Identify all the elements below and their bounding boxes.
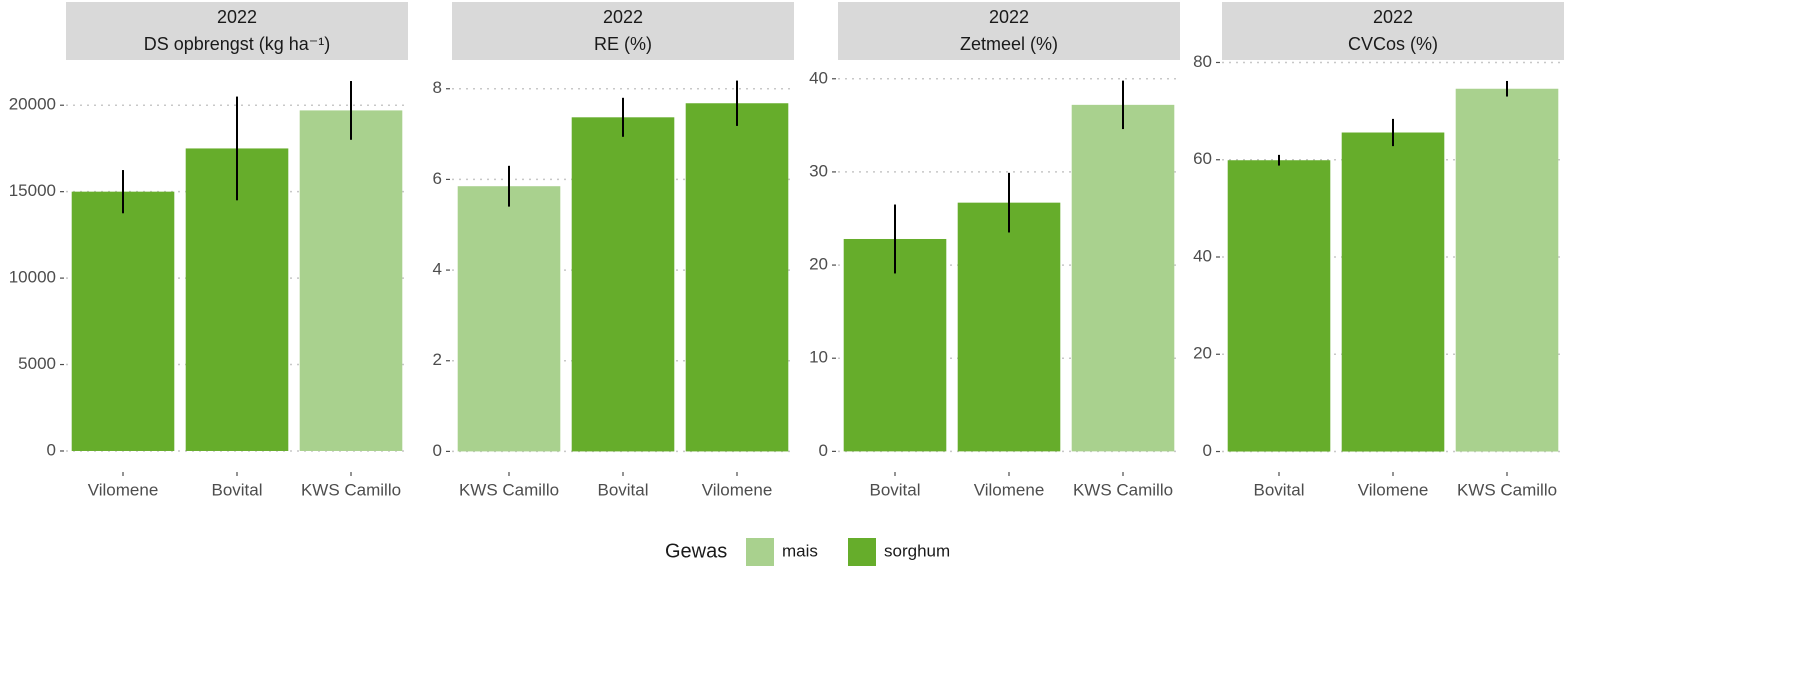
y-tick-label: 0 <box>1203 441 1212 460</box>
y-tick-label: 6 <box>433 169 442 188</box>
bar <box>685 103 789 452</box>
strip-subtitle: DS opbrengst (kg ha⁻¹) <box>144 34 331 54</box>
strip: 2022 DS opbrengst (kg ha⁻¹) <box>66 2 408 60</box>
y-tick-label: 0 <box>819 441 828 460</box>
y-tick-label: 20 <box>1193 344 1212 363</box>
x-tick-label: KWS Camillo <box>459 480 559 499</box>
y-tick-label: 2 <box>433 350 442 369</box>
legend-swatch <box>848 538 876 566</box>
strip: 2022 CVCos (%) <box>1222 2 1564 60</box>
x-tick-label: Vilomene <box>702 480 773 499</box>
y-tick-label: 15000 <box>9 181 56 200</box>
legend-swatch <box>746 538 774 566</box>
panel: 2022 RE (%) 0 2 4 6 8 KWS Camillo Bovital Vilomen… <box>433 2 794 499</box>
y-tick-label: 40 <box>809 68 828 87</box>
y-tick-label: 80 <box>1193 52 1212 71</box>
x-tick-label: KWS Camillo <box>301 480 401 499</box>
strip-title: 2022 <box>989 7 1029 27</box>
strip-title: 2022 <box>1373 7 1413 27</box>
strip-subtitle: CVCos (%) <box>1348 34 1438 54</box>
strip-title: 2022 <box>603 7 643 27</box>
y-tick-label: 0 <box>433 441 442 460</box>
bar <box>1341 132 1445 452</box>
strip-subtitle: RE (%) <box>594 34 652 54</box>
bar <box>843 238 947 452</box>
x-tick-label: KWS Camillo <box>1457 480 1557 499</box>
y-tick-label: 20000 <box>9 95 56 114</box>
x-tick-label: Vilomene <box>88 480 159 499</box>
x-tick-label: Vilomene <box>974 480 1045 499</box>
y-tick-label: 10000 <box>9 268 56 287</box>
x-tick-label: Bovital <box>211 480 262 499</box>
legend-title: Gewas <box>665 540 727 562</box>
x-tick-label: Bovital <box>869 480 920 499</box>
panel: 2022 CVCos (%) 0 20 40 60 80 Bovital Vilomene KWS… <box>1193 2 1564 499</box>
x-tick-label: KWS Camillo <box>1073 480 1173 499</box>
y-tick-label: 20 <box>809 255 828 274</box>
bar <box>457 186 561 452</box>
bar <box>1455 88 1559 452</box>
strip-subtitle: Zetmeel (%) <box>960 34 1058 54</box>
strip-background <box>1222 2 1564 60</box>
legend-label: sorghum <box>884 541 950 560</box>
bar <box>71 191 175 451</box>
strip-title: 2022 <box>217 7 257 27</box>
bar <box>957 202 1061 452</box>
x-tick-label: Bovital <box>597 480 648 499</box>
y-tick-label: 60 <box>1193 149 1212 168</box>
bar <box>1071 104 1175 452</box>
y-tick-label: 4 <box>433 260 442 279</box>
strip-background <box>838 2 1180 60</box>
x-tick-label: Bovital <box>1253 480 1304 499</box>
x-tick-label: Vilomene <box>1358 480 1429 499</box>
strip: 2022 RE (%) <box>452 2 794 60</box>
bar <box>571 117 675 452</box>
bar <box>1227 160 1331 452</box>
y-tick-label: 5000 <box>18 354 56 373</box>
y-tick-label: 40 <box>1193 246 1212 265</box>
bar <box>299 110 403 451</box>
strip: 2022 Zetmeel (%) <box>838 2 1180 60</box>
y-tick-label: 8 <box>433 78 442 97</box>
strip-background <box>452 2 794 60</box>
legend-label: mais <box>782 541 818 560</box>
panel: 2022 Zetmeel (%) 0 10 20 30 40 Bovital Vilomene K… <box>809 2 1180 499</box>
y-tick-label: 0 <box>47 440 56 459</box>
y-tick-label: 10 <box>809 348 828 367</box>
strip-background <box>66 2 408 60</box>
legend: Gewas mais sorghum <box>665 538 950 566</box>
y-tick-label: 30 <box>809 161 828 180</box>
panel: 2022 DS opbrengst (kg ha⁻¹) 0 5000 10000 1500… <box>9 2 408 499</box>
